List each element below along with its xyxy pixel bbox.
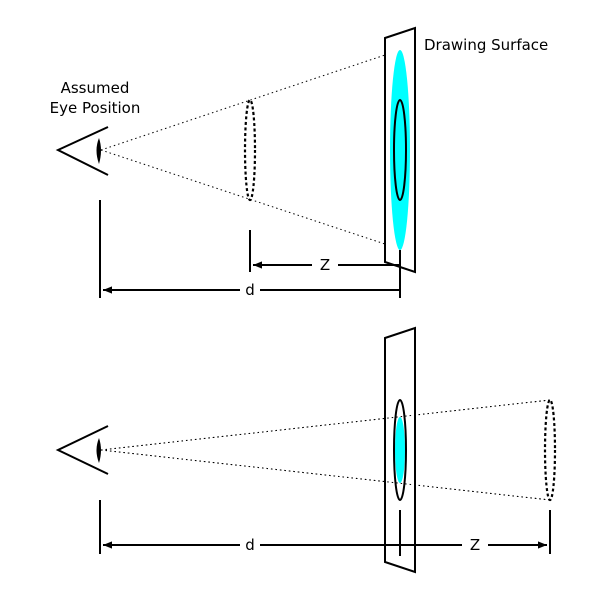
surface-circle [393,399,407,501]
drawing-surface-label: Drawing Surface [424,36,548,54]
sight-line-upper-front [100,399,551,451]
z-label-top: Z [320,256,330,274]
surface-circle [393,99,407,201]
sight-line-lower [100,149,401,250]
eye-position-label-line2: Eye Position [50,99,141,117]
top-panel: Z d Drawing Surface Assumed Eye Position [50,26,548,299]
projected-image [395,417,405,483]
eye-icon [55,425,109,475]
bottom-panel: d Z [55,326,557,574]
object-circle [243,98,257,202]
eye-icon [55,126,109,176]
projected-image [390,50,410,250]
d-label-top: d [245,281,255,299]
d-label-bottom: d [245,536,255,554]
sight-line-lower-front [100,449,551,501]
eye-position-label-line1: Assumed [61,79,130,97]
z-label-bottom: Z [470,536,480,554]
object-circle [543,398,557,502]
sight-line-upper [100,49,401,151]
